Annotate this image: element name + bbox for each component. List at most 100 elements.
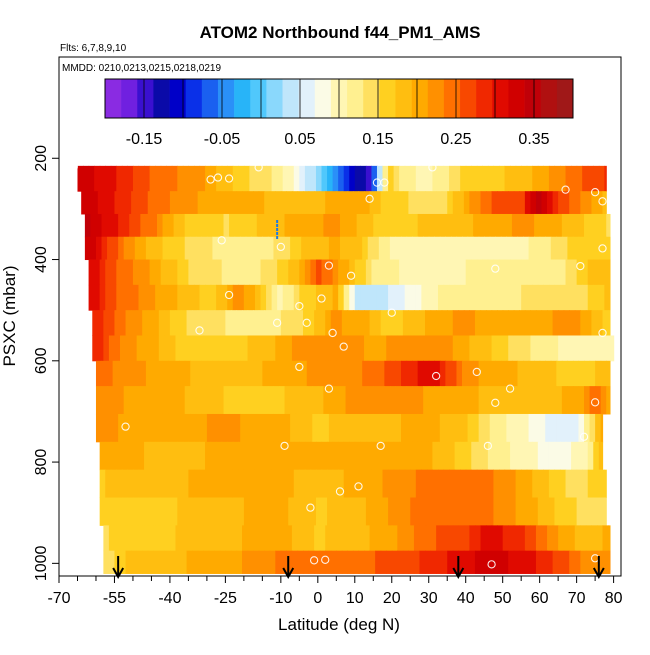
heatmap-cell: [434, 413, 441, 443]
heatmap-cell: [327, 441, 334, 471]
heatmap-cell: [97, 191, 104, 215]
heatmap-cell: [227, 497, 234, 526]
heatmap-cell: [121, 284, 129, 311]
heatmap-cell: [465, 165, 472, 192]
heatmap-cell: [467, 386, 474, 415]
heatmap-cell: [120, 191, 127, 215]
heatmap-cell: [576, 441, 583, 471]
heatmap-cell: [404, 165, 411, 192]
heatmap-cell: [230, 525, 238, 552]
heatmap-cell: [123, 413, 130, 443]
heatmap-cell: [301, 413, 308, 443]
heatmap-cell: [587, 165, 594, 192]
heatmap-cell: [548, 469, 556, 499]
heatmap-cell: [245, 386, 252, 415]
heatmap-cell: [391, 550, 398, 574]
sample-point: [324, 384, 334, 393]
colorbar-cell: [347, 79, 364, 118]
heatmap-cell: [471, 165, 478, 192]
heatmap-cell: [604, 469, 607, 499]
heatmap-cell: [393, 469, 400, 499]
heatmap-cell: [432, 469, 439, 499]
heatmap-cell: [229, 213, 236, 238]
heatmap-cell: [585, 310, 593, 336]
heatmap-cell: [156, 386, 164, 415]
heatmap-cell: [517, 213, 524, 238]
heatmap-cell: [360, 259, 367, 286]
heatmap-cell: [238, 284, 245, 311]
heatmap-cell: [426, 497, 434, 526]
heatmap-cell: [338, 165, 345, 192]
heatmap-cell: [306, 213, 313, 238]
heatmap-cell: [452, 310, 459, 336]
heatmap-cell: [463, 310, 471, 336]
heatmap-cell: [530, 525, 537, 552]
heatmap-cell: [264, 550, 271, 574]
heatmap-cell: [343, 469, 350, 499]
heatmap-cell: [114, 191, 121, 215]
heatmap-cell: [402, 191, 410, 215]
heatmap-cell: [299, 165, 306, 192]
heatmap-cell: [587, 441, 594, 471]
heatmap-cell: [511, 213, 519, 238]
heatmap-cell: [576, 469, 583, 499]
heatmap-cell: [166, 469, 173, 499]
heatmap-cell: [234, 236, 241, 261]
heatmap-cell: [382, 497, 389, 526]
heatmap-cell: [120, 550, 127, 574]
heatmap-cell: [469, 191, 476, 215]
heatmap-cell: [256, 386, 263, 415]
heatmap-cell: [449, 441, 456, 471]
heatmap-cell: [299, 441, 306, 471]
heatmap-cell: [401, 413, 408, 443]
x-tick-label: 0: [313, 590, 322, 607]
heatmap-cell: [349, 284, 356, 311]
heatmap-cell: [371, 284, 378, 311]
heatmap-cell: [171, 497, 178, 526]
heatmap-cell: [210, 284, 217, 311]
heatmap-cell: [271, 441, 278, 471]
heatmap-cell: [203, 550, 210, 574]
heatmap-cell: [125, 191, 132, 215]
heatmap-cell: [254, 284, 262, 311]
heatmap-cell: [234, 360, 241, 387]
heatmap-cell: [596, 310, 604, 336]
heatmap-cell: [515, 259, 522, 286]
heatmap-cell: [552, 310, 559, 336]
heatmap-cell: [156, 360, 164, 387]
heatmap-cell: [210, 497, 217, 526]
heatmap-cell: [591, 310, 598, 336]
heatmap-cell: [108, 550, 116, 574]
heatmap-cell: [256, 360, 263, 387]
heatmap-cell: [449, 497, 456, 526]
heatmap-cell: [295, 360, 302, 387]
heatmap-cell: [240, 213, 247, 238]
sample-point: [309, 556, 319, 565]
sample-point: [487, 560, 496, 569]
heatmap-cell: [243, 165, 251, 192]
heatmap-cell: [182, 497, 190, 526]
colorbar-cell: [411, 79, 429, 118]
heatmap-cell: [376, 259, 384, 286]
heatmap-cell: [266, 497, 273, 526]
heatmap-cell: [182, 165, 190, 192]
heatmap-cell: [389, 360, 397, 387]
heatmap-cell: [258, 525, 265, 552]
heatmap-cell: [345, 236, 352, 261]
heatmap-cell: [125, 335, 132, 362]
heatmap-cell: [567, 386, 574, 415]
sample-point: [69, 162, 78, 172]
heatmap-cell: [511, 236, 519, 261]
heatmap-cell: [173, 360, 180, 387]
heatmap-cell: [452, 550, 459, 574]
sample-points: [69, 162, 607, 569]
heatmap-cell: [454, 497, 461, 526]
heatmap-cell: [195, 236, 202, 261]
heatmap-cell: [552, 335, 559, 362]
heatmap-cell: [510, 259, 517, 286]
heatmap-cell: [545, 236, 552, 261]
heatmap-cell: [112, 413, 119, 443]
heatmap-cell: [413, 191, 421, 215]
heatmap-cell: [532, 497, 539, 526]
heatmap-cell: [330, 550, 337, 574]
